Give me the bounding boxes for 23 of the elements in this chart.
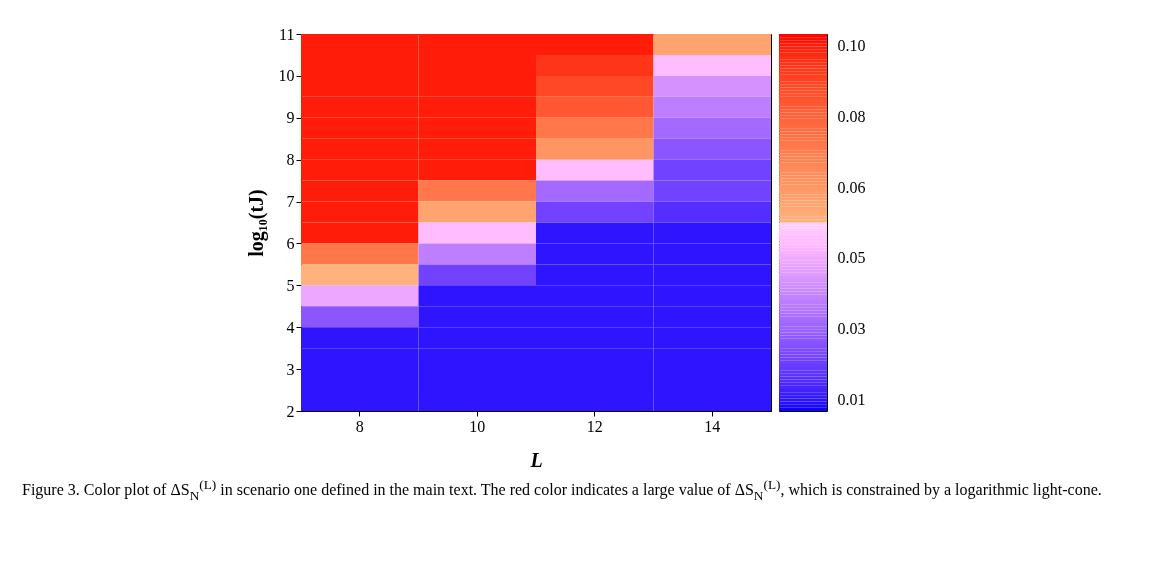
y-tick-label: 4: [286, 318, 295, 336]
y-tick-label: 6: [286, 234, 295, 252]
y-tick-label: 3: [286, 360, 295, 378]
y-tick-label: 8: [286, 151, 295, 169]
color-bar-label: 0.08: [837, 107, 866, 125]
x-tick-label: 8: [355, 417, 364, 435]
y-axis-title: log₁₀(tJ): [244, 189, 268, 257]
color-bar-label: 0.06: [837, 178, 866, 196]
x-tick-label: 14: [704, 417, 721, 435]
y-tick-label: 9: [286, 109, 295, 127]
y-tick-label: 5: [286, 276, 295, 294]
color-bar-label: 0.05: [837, 249, 866, 267]
x-tick-label: 12: [586, 417, 603, 435]
caption: Figure 3. Color plot of ΔS$_{N}$$^{(L)}$ in scenario one defined in the main text. The red color indicates a large value of ΔS$_{N}$$^{(L)}$, which is constrained by a logarithmic light-cone.: [22, 476, 1103, 505]
color-bar-label: 0.03: [837, 320, 866, 338]
y-tick-label: 7: [286, 193, 295, 211]
y-tick-label: 10: [278, 67, 295, 85]
x-tick-label: 10: [469, 417, 486, 435]
y-tick-label: 2: [286, 402, 295, 420]
x-axis-title: L: [529, 448, 543, 471]
color-bar-label: 0.01: [837, 390, 866, 408]
color-bar-label: 0.10: [837, 37, 866, 55]
y-tick-label: 11: [279, 25, 295, 43]
